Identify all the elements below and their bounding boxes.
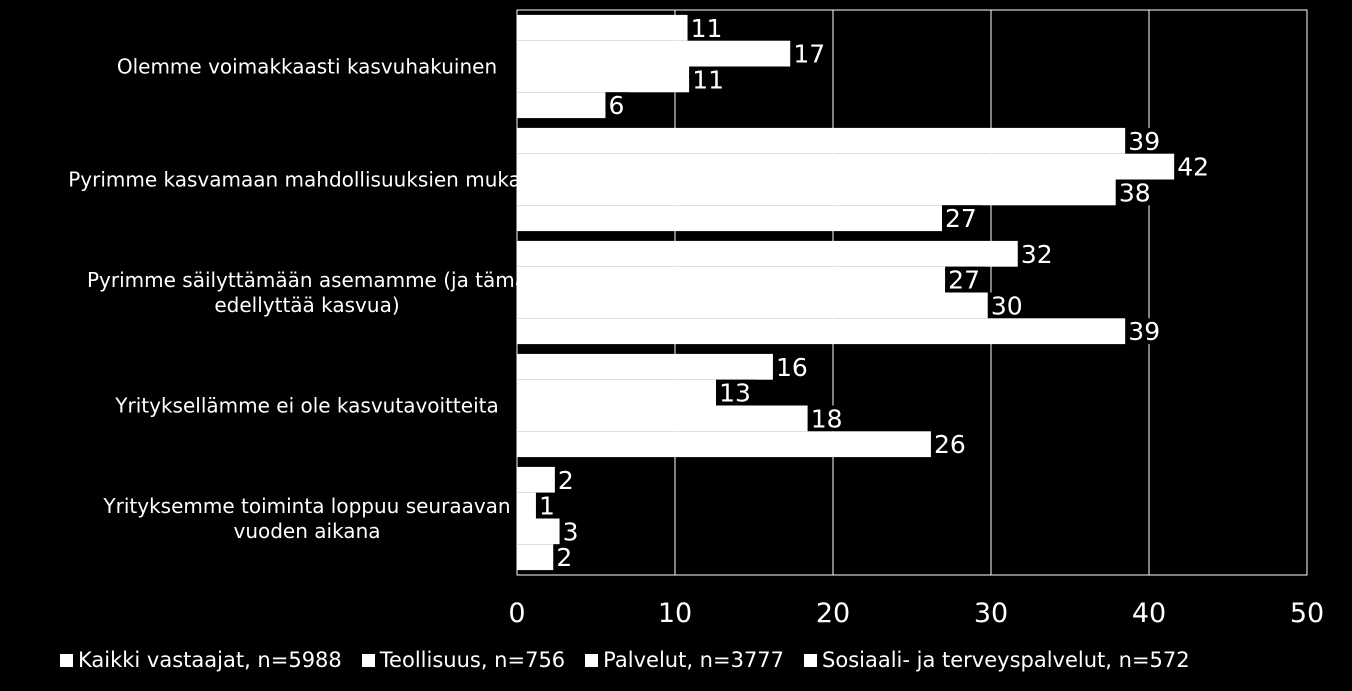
category-label: vuoden aikana — [233, 519, 380, 543]
bar — [517, 544, 554, 571]
data-label-box — [689, 66, 730, 93]
data-label: 1 — [539, 492, 555, 521]
legend-swatch — [361, 653, 375, 667]
data-label-box — [554, 466, 579, 493]
category-label: Pyrimme kasvamaan mahdollisuuksien mukaa… — [68, 168, 546, 192]
data-label: 17 — [793, 40, 825, 69]
data-label: 27 — [945, 204, 977, 233]
bar-chart: 0 10 20 30 40 5011171163942382732273039161318… — [68, 9, 1324, 629]
bar — [517, 127, 1126, 154]
legend-label: Sosiaali- ja terveyspalvelut, n=572 — [822, 648, 1190, 672]
data-label: 2 — [558, 466, 574, 495]
x-tick-label: 10 — [658, 598, 692, 629]
category-label: Pyrimme säilyttämään asemamme (ja tämä — [87, 268, 527, 292]
data-label-box — [559, 518, 584, 545]
data-label-box — [945, 266, 986, 293]
data-label: 27 — [948, 266, 980, 295]
bar — [517, 405, 808, 432]
x-tick-label: 50 — [1290, 598, 1324, 629]
legend-item: Palvelut, n=3777 — [585, 648, 784, 672]
data-label: 18 — [811, 404, 843, 433]
data-label: 13 — [719, 379, 751, 408]
data-label: 42 — [1177, 153, 1209, 182]
bar — [517, 14, 688, 41]
chart-legend: Kaikki vastaajat, n=5988 Teollisuus, n=7… — [60, 648, 1340, 672]
data-label-box — [535, 492, 560, 519]
bar — [517, 92, 606, 119]
data-label-box — [987, 292, 1028, 319]
data-label: 3 — [563, 517, 579, 546]
data-label-box — [807, 405, 848, 432]
legend-swatch — [804, 653, 818, 667]
bar — [517, 492, 536, 519]
data-label: 39 — [1128, 317, 1160, 346]
bar — [517, 153, 1175, 180]
bar — [517, 40, 791, 67]
legend-item: Kaikki vastaajat, n=5988 — [60, 648, 342, 672]
data-label: 11 — [691, 14, 723, 43]
data-label: 6 — [608, 91, 624, 120]
category-label: Yrityksellämme ei ole kasvutavoitteita — [114, 394, 498, 418]
data-label: 2 — [556, 543, 572, 572]
data-label-box — [1017, 240, 1058, 267]
bar — [517, 179, 1116, 206]
bar — [517, 240, 1018, 267]
data-label-box — [930, 431, 971, 458]
data-label-box — [1174, 153, 1215, 180]
x-tick-label: 40 — [1132, 598, 1166, 629]
data-label: 32 — [1021, 240, 1053, 269]
data-label-box — [790, 40, 831, 67]
data-label-box — [1115, 179, 1156, 206]
legend-label: Teollisuus, n=756 — [379, 648, 566, 672]
legend-item: Teollisuus, n=756 — [361, 648, 566, 672]
x-tick-label: 30 — [974, 598, 1008, 629]
data-label: 11 — [692, 65, 724, 94]
data-label: 30 — [991, 291, 1023, 320]
data-label-box — [553, 544, 578, 571]
data-label: 38 — [1119, 178, 1151, 207]
bar — [517, 292, 988, 319]
legend-label: Palvelut, n=3777 — [603, 648, 785, 672]
legend-swatch — [585, 653, 599, 667]
bar — [517, 466, 555, 493]
bar — [517, 518, 560, 545]
legend-item: Sosiaali- ja terveyspalvelut, n=572 — [804, 648, 1190, 672]
bar — [517, 205, 943, 232]
legend-label: Kaikki vastaajat, n=5988 — [78, 648, 342, 672]
bar — [517, 353, 773, 380]
data-label-box — [605, 92, 630, 119]
data-label-box — [772, 353, 813, 380]
bar — [517, 379, 717, 406]
bar — [517, 66, 690, 93]
bar — [517, 266, 946, 293]
x-tick-label: 0 — [508, 598, 525, 629]
data-label: 26 — [934, 430, 966, 459]
data-label-box — [1125, 127, 1166, 154]
category-label: edellyttää kasvua) — [214, 293, 399, 317]
data-label-box — [716, 379, 757, 406]
category-label: Olemme voimakkaasti kasvuhakuinen — [117, 55, 497, 79]
data-label: 39 — [1128, 127, 1160, 156]
data-label-box — [687, 14, 728, 41]
x-tick-label: 20 — [816, 598, 850, 629]
data-label: 16 — [776, 353, 808, 382]
category-label: Yrityksemme toiminta loppuu seuraavan — [102, 494, 510, 518]
data-label-box — [942, 205, 983, 232]
data-label-box — [1125, 318, 1166, 345]
legend-swatch — [60, 653, 73, 667]
bar — [517, 318, 1126, 345]
bar — [517, 431, 931, 458]
